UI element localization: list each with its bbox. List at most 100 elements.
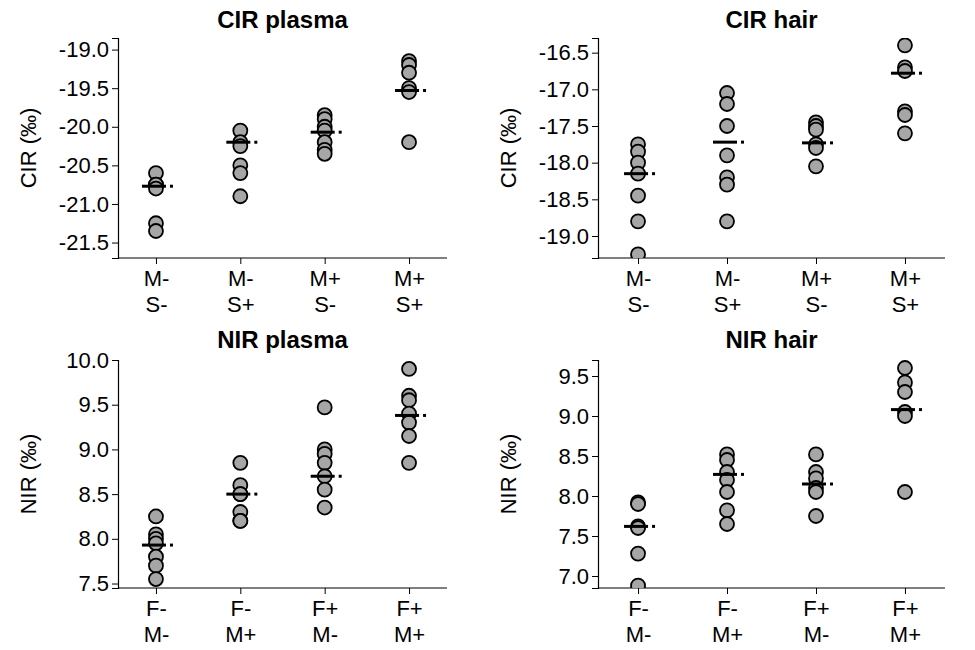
x-tick: F-M+ <box>225 588 256 647</box>
mean-line-tail <box>741 473 744 476</box>
mean-line-tail <box>830 141 833 144</box>
data-point <box>631 497 645 511</box>
y-tick-mark <box>112 360 118 361</box>
y-tick-mark <box>112 584 118 585</box>
data-point <box>233 514 247 528</box>
x-tick-label: F+M- <box>803 596 829 647</box>
y-tick: -20.0 <box>59 114 118 139</box>
mean-line-tail <box>741 141 744 144</box>
data-point <box>149 559 163 573</box>
plot-area <box>624 361 922 588</box>
y-axis-line <box>112 361 119 589</box>
mean-line <box>142 185 166 188</box>
y-tick-mark <box>112 405 118 406</box>
x-tick-mark <box>156 588 157 594</box>
mean-line <box>891 408 915 411</box>
y-tick-mark <box>112 88 118 89</box>
mean-line <box>802 141 826 144</box>
x-tick-label-line: M- <box>312 622 338 647</box>
x-tick-mark <box>905 588 906 594</box>
x-tick-label: M-S- <box>144 266 170 317</box>
x-tick-label-line: M+ <box>801 266 832 291</box>
y-axis-title: CIR (‰) <box>16 108 41 189</box>
y-tick-label: 8.0 <box>558 484 589 509</box>
x-tick: M+S+ <box>890 258 921 317</box>
y-tick-mark <box>112 204 118 205</box>
x-tick-label-line: S+ <box>396 292 424 317</box>
x-axis-line <box>598 587 945 588</box>
x-tick-label: F-M+ <box>712 596 743 647</box>
x-tick-label: M+S- <box>310 266 341 317</box>
y-tick: 10.0 <box>66 348 118 373</box>
y-tick: -20.5 <box>59 153 118 178</box>
data-point <box>318 400 332 414</box>
x-tick-label-line: M+ <box>394 266 425 291</box>
x-tick-label-line: F- <box>230 596 251 621</box>
y-tick: -18.5 <box>539 187 598 212</box>
mean-line <box>142 544 166 547</box>
x-tick-label-line: F+ <box>803 596 829 621</box>
y-tick-label: -19.0 <box>59 37 109 62</box>
y-tick-mark <box>592 376 598 377</box>
data-point <box>631 521 645 535</box>
data-point <box>149 572 163 586</box>
x-tick-mark <box>816 258 817 264</box>
x-axis: M-S-M-S+M+S-M+S+ <box>598 258 945 317</box>
x-tick-label: M-S- <box>626 266 652 317</box>
x-tick: F+M- <box>803 588 829 647</box>
x-tick-label-line: S+ <box>892 292 920 317</box>
y-tick: -21.0 <box>59 192 118 217</box>
y-tick-mark <box>112 165 118 166</box>
y-tick: 9.0 <box>78 437 118 462</box>
y-tick: -18.0 <box>539 150 598 175</box>
data-point <box>149 224 163 238</box>
y-tick-label: 9.5 <box>78 392 109 417</box>
x-tick-label: F+M+ <box>394 596 425 647</box>
mean-line-tail <box>170 185 173 188</box>
y-tick-label: -17.0 <box>539 77 589 102</box>
data-point <box>809 485 823 499</box>
data-point <box>898 361 912 375</box>
data-point <box>402 393 416 407</box>
chart-title: NIR hair <box>725 326 817 353</box>
x-tick: M+S- <box>310 258 341 317</box>
y-tick-mark <box>592 416 598 417</box>
x-tick-label-line: F+ <box>892 596 918 621</box>
data-point <box>402 135 416 149</box>
mean-line-tail <box>919 72 922 75</box>
data-point <box>720 517 734 531</box>
mean-line <box>802 483 826 486</box>
chart-title: NIR plasma <box>217 326 348 353</box>
x-tick-label-line: F- <box>146 596 167 621</box>
data-point <box>402 85 416 99</box>
y-axis-line <box>112 39 119 259</box>
data-point <box>402 429 416 443</box>
x-axis: F-M- F-M+ F+M- F+M+ <box>598 588 945 647</box>
mean-line-tail <box>339 475 342 478</box>
y-axis: -21.5-21.0-20.5-20.0-19.5-19.0 <box>59 37 119 258</box>
y-tick: -16.5 <box>539 40 598 65</box>
y-tick-mark <box>592 199 598 200</box>
x-tick: F-M- <box>626 588 652 647</box>
y-tick-mark <box>592 53 598 54</box>
x-axis-line <box>598 257 945 258</box>
mean-line-tail <box>423 89 426 92</box>
x-tick-label: F-M+ <box>225 596 256 647</box>
data-point <box>898 108 912 122</box>
mean-line <box>226 141 250 144</box>
y-tick-label: 7.5 <box>78 571 109 596</box>
data-point <box>720 214 734 228</box>
x-axis: M-S-M-S+M+S-M+S+ <box>118 258 447 317</box>
y-tick-label: 9.0 <box>558 404 589 429</box>
chart-title: CIR hair <box>725 6 817 33</box>
x-tick-mark <box>638 258 639 264</box>
x-tick-mark <box>409 588 410 594</box>
data-point <box>318 147 332 161</box>
y-tick-mark <box>592 496 598 497</box>
x-tick: F+M+ <box>890 588 921 647</box>
x-tick-mark <box>156 258 157 264</box>
x-tick: F-M+ <box>712 588 743 647</box>
y-tick-label: -18.5 <box>539 187 589 212</box>
y-tick: 9.5 <box>78 392 118 417</box>
figure: CIR plasma-21.5-21.0-20.5-20.0-19.5-19.0… <box>0 0 975 650</box>
